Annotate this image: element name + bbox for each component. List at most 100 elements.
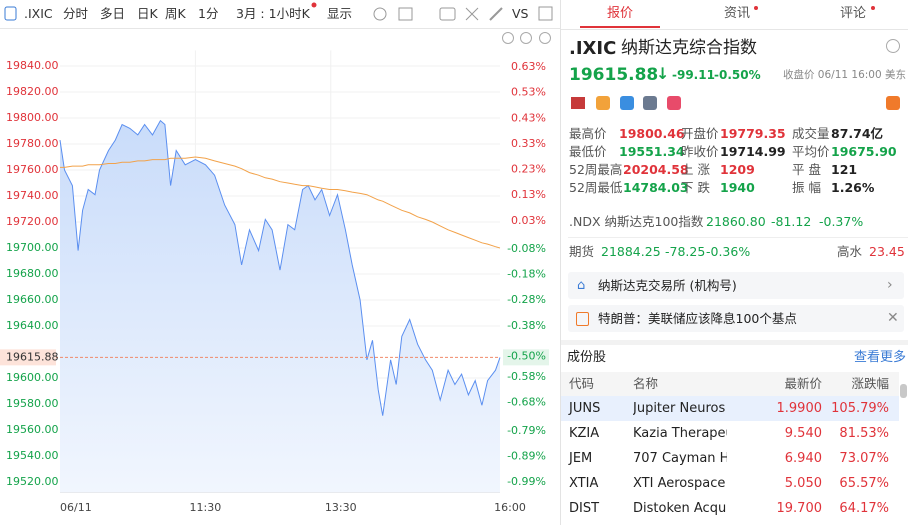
tab[interactable]: 资讯 <box>724 6 751 21</box>
y2-tick-label: 0.43% <box>511 111 546 124</box>
y2-tick-label: 0.03% <box>511 214 546 227</box>
y2-tick-label: 0.23% <box>511 163 546 176</box>
flag-icon[interactable] <box>571 97 585 109</box>
y-tick-label: 19660.00 <box>6 293 59 306</box>
column-header: 名称 <box>633 376 659 391</box>
area <box>60 120 500 493</box>
y-tick-label: 19720.00 <box>6 215 59 228</box>
quote-symbol: .IXIC <box>569 38 617 59</box>
x-tick-label: 11:30 <box>190 501 222 514</box>
stat-label: 下 跌 <box>681 180 710 195</box>
undo-icon[interactable] <box>502 32 514 44</box>
icon[interactable] <box>620 96 634 110</box>
stat-value: 19800.46 <box>619 126 685 141</box>
column-header: 代码 <box>569 376 595 391</box>
range[interactable]: 3月 : 1小时K <box>236 6 310 21</box>
zoom-in-icon[interactable] <box>539 32 551 44</box>
icon[interactable] <box>667 96 681 110</box>
chart: 19840.00 19820.00 19800.00 19780.00 19760.00… <box>0 2 560 514</box>
stat-value: 19675.90 <box>831 144 897 159</box>
link-text[interactable]: 纳斯达克交易所 (机构号) <box>598 278 737 293</box>
zoom-out-icon[interactable] <box>520 32 532 44</box>
link-card[interactable] <box>568 272 904 299</box>
cell-code: JEM <box>569 451 593 466</box>
y-tick-label: 19700.00 <box>6 241 59 254</box>
stat-value: 19779.35 <box>720 126 786 141</box>
current-pct-label: -0.50% <box>507 350 546 363</box>
stat-value: 20204.58 <box>623 162 689 177</box>
cell-change: 105.79% <box>831 401 889 416</box>
cell-price: 19.700 <box>776 501 823 516</box>
settings-icon[interactable] <box>886 39 900 53</box>
cell-name: 707 Cayman H <box>633 452 727 465</box>
futures-price: 21884.25 <box>601 244 661 259</box>
y2-tick-label: 0.33% <box>511 137 546 150</box>
draw-icon[interactable] <box>489 7 503 21</box>
cell-code: XTIA <box>569 476 599 491</box>
y-tick-label: 19820.00 <box>6 85 59 98</box>
symbol-icon[interactable] <box>4 6 17 21</box>
symbol[interactable]: .IXIC <box>24 6 53 21</box>
display[interactable]: 显示 <box>327 6 353 21</box>
y-tick-label: 19800.00 <box>6 111 59 124</box>
tab-active[interactable]: 报价 <box>607 6 634 21</box>
y2-tick-label: -0.89% <box>507 450 546 463</box>
stat-value: 1940 <box>720 180 755 195</box>
cell-change: 65.57% <box>839 476 889 491</box>
y2-tick-label: -0.79% <box>507 424 546 437</box>
premium-label: 高水 <box>837 244 863 259</box>
panel-divider <box>560 0 561 525</box>
period[interactable]: 日K <box>137 6 158 21</box>
icon[interactable] <box>596 96 610 110</box>
alert-icon[interactable] <box>886 96 900 110</box>
compare[interactable]: VS <box>512 6 529 21</box>
news-card[interactable] <box>568 305 904 332</box>
notice-dot <box>311 2 317 8</box>
table-header <box>561 372 899 396</box>
cell-name: XTI Aerospace <box>633 477 726 490</box>
cell-code: DIST <box>569 501 600 516</box>
camera-icon[interactable] <box>439 7 456 21</box>
cell-price: 5.050 <box>784 476 822 491</box>
close-icon[interactable]: ✕ <box>887 310 899 326</box>
settings-icon[interactable] <box>373 7 387 21</box>
period[interactable]: 多日 <box>100 6 126 21</box>
panel-icon[interactable] <box>538 6 553 21</box>
chevron[interactable]: › <box>887 277 893 293</box>
cell-price: 1.9900 <box>776 401 823 416</box>
stat-label: 平均价 <box>792 144 830 159</box>
futures-pct: -0.36% <box>706 244 751 259</box>
ndx-label[interactable]: .NDX 纳斯达克100指数 <box>569 214 704 229</box>
cell-change: 81.53% <box>839 426 889 441</box>
news-text[interactable]: 特朗普：美联储应该降息100个基点 <box>598 311 797 326</box>
divider <box>561 340 908 345</box>
y2-tick-label: -0.68% <box>507 396 546 409</box>
expand-icon[interactable] <box>465 7 479 21</box>
futures-change: -78.25 <box>665 244 706 259</box>
tab[interactable]: 评论 <box>840 6 867 21</box>
y2-tick-label: 0.63% <box>511 60 546 73</box>
column-header: 最新价 <box>784 376 822 391</box>
checkbox-icon[interactable] <box>398 7 413 21</box>
y2-tick-label: 0.13% <box>511 188 546 201</box>
column-header: 涨跌幅 <box>851 376 889 391</box>
y2-tick-label: -0.28% <box>507 293 546 306</box>
stat-label: 振 幅 <box>792 180 821 195</box>
stat-label: 最低价 <box>569 144 607 159</box>
link-icon: ⌂ <box>577 278 586 293</box>
scrollbar[interactable] <box>900 384 907 398</box>
tab-dot <box>871 6 875 10</box>
period[interactable]: 周K <box>165 6 186 21</box>
y-tick-label: 19760.00 <box>6 163 59 176</box>
period[interactable]: 分时 <box>63 6 89 21</box>
period[interactable]: 1分 <box>198 6 219 21</box>
icon[interactable] <box>643 96 657 110</box>
stat-value: 19714.99 <box>720 144 786 159</box>
more-link[interactable]: 查看更多 <box>853 350 906 365</box>
stat-label: 52周最高 <box>569 162 623 177</box>
stat-value: 1.26% <box>831 180 875 195</box>
y2-tick-label: -0.38% <box>507 319 546 332</box>
y2-tick-label: -0.18% <box>507 268 546 281</box>
ndx-price: 21860.80 <box>706 214 766 229</box>
